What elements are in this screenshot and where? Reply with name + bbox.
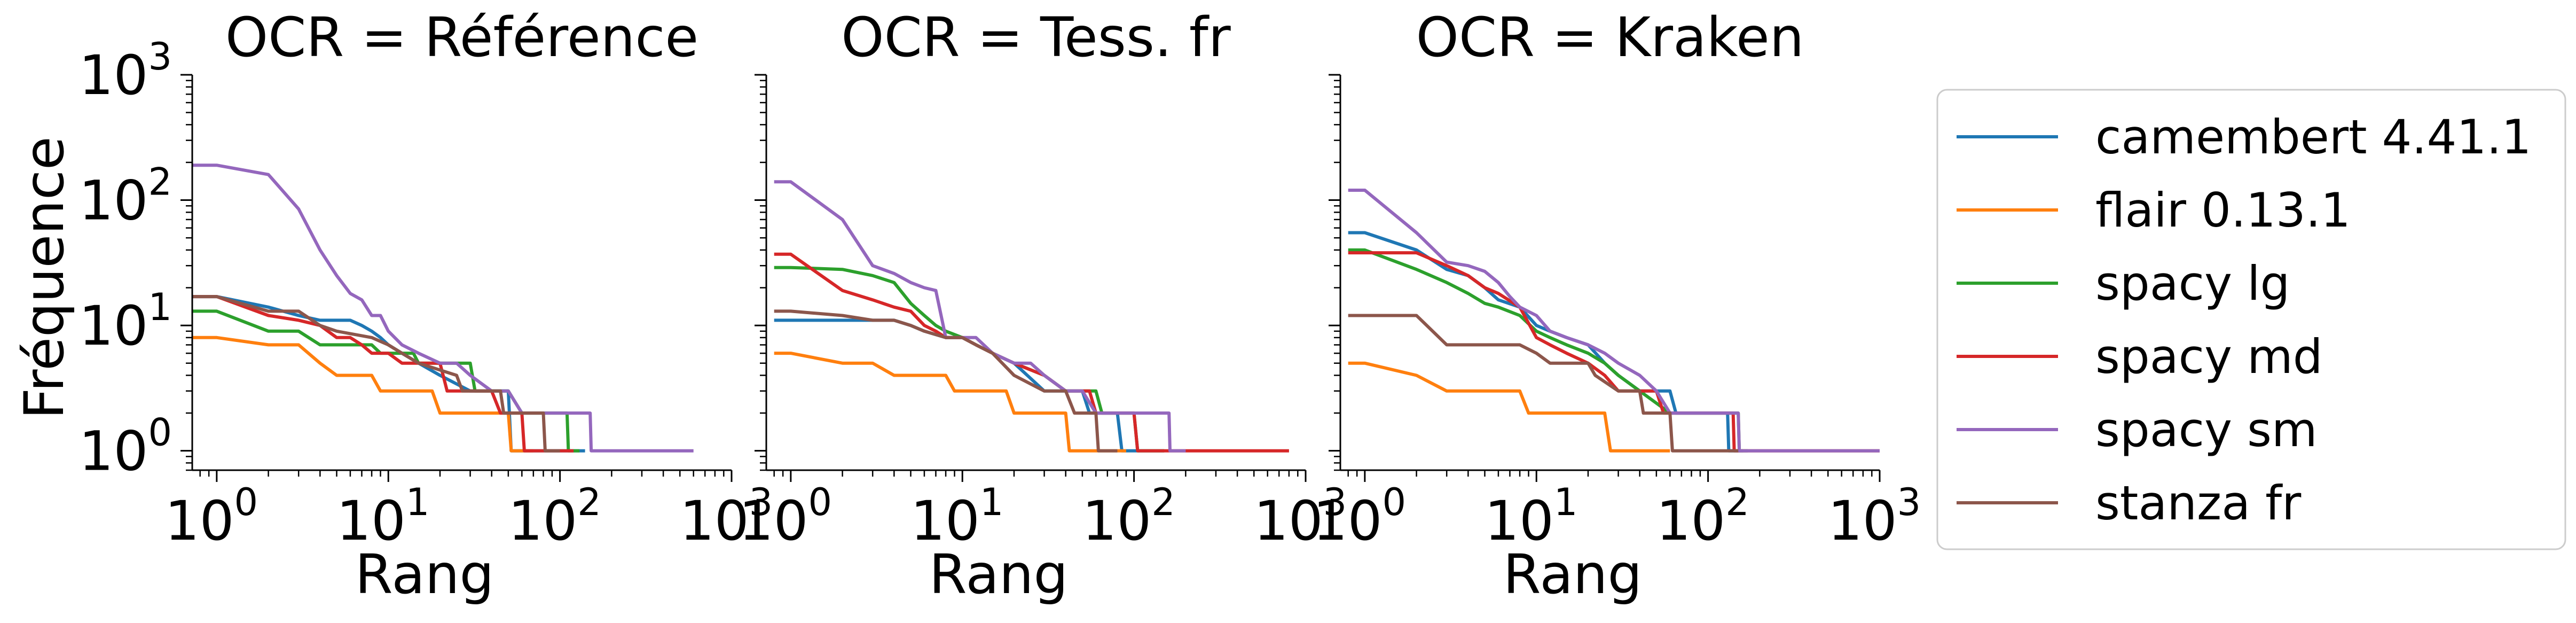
x-axis-label: Rang: [355, 543, 494, 606]
x-axis-label: Rang: [929, 543, 1069, 606]
legend-label-spacy-sm: spacy sm: [2095, 402, 2318, 457]
y-tick-label: 102: [79, 160, 172, 233]
x-tick-label: 103: [1828, 480, 1921, 553]
x-axis-label: Rang: [1503, 543, 1643, 606]
x-tick-label: 101: [336, 480, 429, 553]
series-line-spacy-sm: [774, 180, 1186, 453]
series-line-spacy-md: [1348, 251, 1880, 453]
x-tick-label: 101: [910, 480, 1003, 553]
x-tick-label: 103: [1254, 480, 1347, 553]
legend-label-flair-0-13-1: flair 0.13.1: [2095, 183, 2351, 238]
x-tick-label: 100: [165, 480, 258, 553]
legend-label-stanza-fr: stanza fr: [2095, 476, 2302, 531]
x-tick-label: 102: [1082, 480, 1175, 553]
series-line-spacy-lg: [774, 266, 1165, 453]
legend: camembert 4.41.1 flair 0.13.1 spacy lg spac…: [1936, 89, 2566, 550]
y-axis-label: Fréquence: [13, 136, 76, 419]
legend-label-spacy-lg: spacy lg: [2095, 256, 2290, 311]
legend-label-spacy-md: spacy md: [2095, 329, 2323, 384]
series-line-flair-0-13-1: [774, 352, 1126, 453]
series-line-spacy-md: [774, 252, 1289, 453]
chart-title: OCR = Kraken: [1416, 6, 1804, 69]
x-tick-label: 102: [1656, 480, 1749, 553]
series-line-spacy-sm: [192, 163, 694, 453]
x-tick-label: 102: [508, 480, 601, 553]
x-tick-label: 100: [739, 480, 832, 553]
chart-title: OCR = Référence: [225, 6, 698, 69]
x-tick-label: 101: [1485, 480, 1577, 553]
y-tick-label: 100: [79, 411, 172, 484]
series-line-flair-0-13-1: [1348, 361, 1670, 453]
legend-label-camembert-4-41-1: camembert 4.41.1: [2095, 110, 2531, 165]
series-line-stanza-fr: [774, 309, 1118, 453]
x-tick-label: 100: [1313, 480, 1406, 553]
y-tick-label: 101: [79, 285, 172, 358]
chart-panel-3: 100 101 102 103 OCR = Kraken Rang: [1313, 6, 1921, 606]
series-line-camembert-4-41-1: [192, 295, 585, 453]
chart-title: OCR = Tess. fr: [841, 6, 1230, 69]
series-line-spacy-lg: [192, 309, 580, 453]
plot-area: [192, 163, 694, 453]
series-line-flair-0-13-1: [192, 336, 533, 453]
x-tick-label: 103: [680, 480, 773, 553]
series-line-spacy-lg: [1348, 248, 1748, 453]
chart-panel-2: 100 101 102 103 OCR = Tess. fr Rang: [739, 6, 1347, 606]
series-line-stanza-fr: [1348, 314, 1739, 453]
series-line-stanza-fr: [192, 295, 560, 453]
series-line-spacy-sm: [1348, 189, 1880, 453]
y-tick-label: 103: [79, 35, 172, 107]
plot-area: [1348, 189, 1880, 453]
plot-area: [774, 180, 1289, 453]
legend-box: [1936, 89, 2566, 550]
chart-panel-1: 100 101 102 103 100 101 102 103 OCR = Référence R…: [13, 6, 773, 606]
